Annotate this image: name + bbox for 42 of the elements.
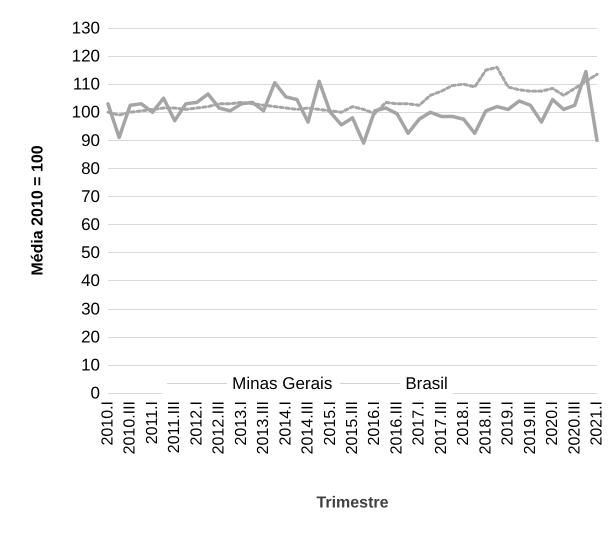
y-axis-title: Média 2010 = 100 xyxy=(30,145,46,276)
legend-label: Minas Gerais xyxy=(232,374,332,393)
x-tick-label: 2015.I xyxy=(322,401,339,446)
y-tick-label: 120 xyxy=(72,46,100,66)
x-tick-label: 2011.III xyxy=(166,401,184,454)
x-tick-label: 2019.III xyxy=(522,401,539,454)
y-tick-label: 90 xyxy=(81,130,100,150)
x-tick-label: 2019.I xyxy=(500,401,517,446)
x-tick-label: 2020.I xyxy=(544,401,562,446)
y-tick-label: 80 xyxy=(81,158,100,178)
x-tick-label: 2017.III xyxy=(432,401,450,454)
y-tick-label: 50 xyxy=(81,243,100,262)
x-tick-label: 2012.I xyxy=(188,401,206,446)
y-tick-label: 110 xyxy=(72,74,100,94)
y-tick-label: 20 xyxy=(81,327,100,346)
line-series xyxy=(106,70,599,145)
x-tick-label: 2010.I xyxy=(100,401,116,446)
y-tick-label: 40 xyxy=(81,271,100,290)
x-tick-label: 2010.III xyxy=(122,401,139,454)
legend-label: Brasil xyxy=(405,374,448,393)
x-tick-label: 2021.I xyxy=(588,401,606,446)
x-tick-label: 2020.III xyxy=(566,401,584,454)
x-tick-label: 2018.I xyxy=(455,401,472,446)
y-tick-label: 30 xyxy=(81,299,100,318)
y-tick-label: 0 xyxy=(90,384,100,402)
x-tick-label: 2011.I xyxy=(144,401,161,444)
x-tick-label: 2015.III xyxy=(344,401,361,454)
x-tick-label: 2014.III xyxy=(300,401,317,454)
x-tick-label: 2017.I xyxy=(410,401,428,446)
x-tick-label: 2013.III xyxy=(255,401,272,454)
x-tick-label: 2016.I xyxy=(366,401,384,446)
y-tick-label: 100 xyxy=(72,102,100,122)
x-tick-label: 2013.I xyxy=(232,401,250,446)
x-axis-title: Trimestre xyxy=(316,494,389,512)
y-tick-label: 10 xyxy=(81,355,100,374)
y-tick-label: 130 xyxy=(72,18,100,38)
x-tick-label: 2012.III xyxy=(210,401,228,454)
y-tick-label: 60 xyxy=(81,215,100,234)
y-tick-label: 70 xyxy=(81,186,100,206)
x-tick-label: 2016.III xyxy=(388,401,406,454)
x-tick-label: 2018.III xyxy=(477,401,494,454)
x-tick-label: 2014.I xyxy=(277,401,294,446)
